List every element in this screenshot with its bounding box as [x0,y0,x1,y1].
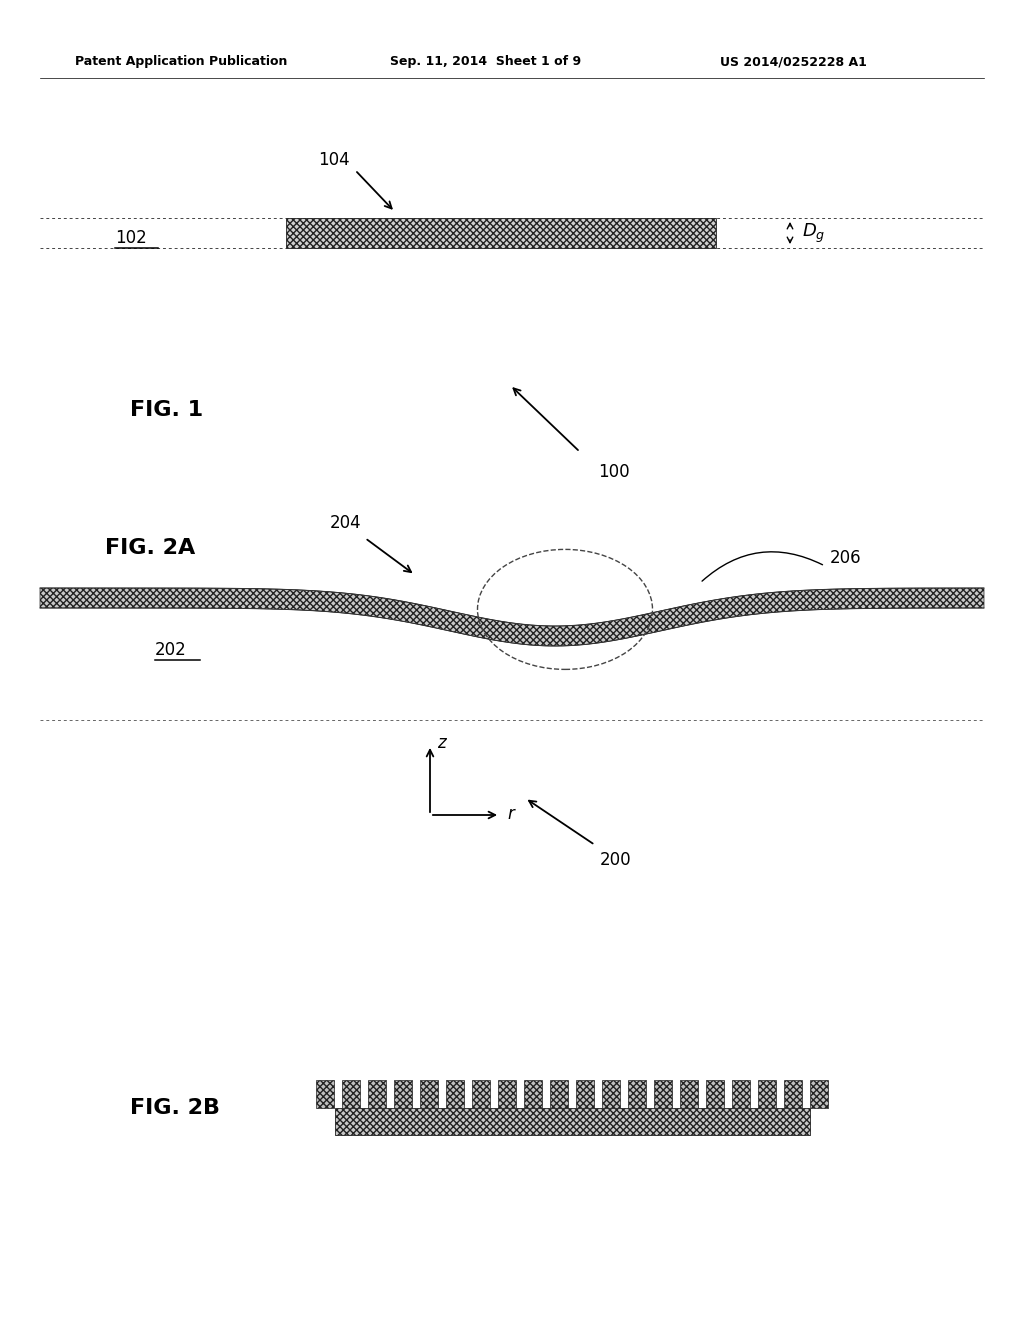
Polygon shape [40,587,984,645]
Bar [550,1080,568,1107]
Bar [420,1080,438,1107]
Bar [758,1080,776,1107]
Bar [498,1080,516,1107]
Text: z: z [437,734,445,752]
Bar [316,1080,334,1107]
Bar [628,1080,646,1107]
Text: FIG. 1: FIG. 1 [130,400,203,420]
Text: 102: 102 [115,228,146,247]
Bar [602,1080,620,1107]
Text: 104: 104 [318,150,349,169]
Bar [472,1080,490,1107]
Bar [394,1080,412,1107]
Text: 206: 206 [830,549,861,568]
Text: $D_g$: $D_g$ [802,222,825,244]
Text: 200: 200 [600,851,632,869]
Bar [335,1107,810,1135]
Bar [368,1080,386,1107]
Bar [286,218,716,248]
Bar [524,1080,542,1107]
Text: FIG. 2B: FIG. 2B [130,1098,220,1118]
Bar [654,1080,672,1107]
Bar [575,1080,594,1107]
Bar [342,1080,360,1107]
Text: Patent Application Publication: Patent Application Publication [75,55,288,69]
Bar [784,1080,802,1107]
Text: r: r [507,805,514,822]
Text: Sep. 11, 2014  Sheet 1 of 9: Sep. 11, 2014 Sheet 1 of 9 [390,55,582,69]
Text: 204: 204 [330,513,361,532]
Bar [732,1080,750,1107]
Bar [810,1080,828,1107]
Bar [706,1080,724,1107]
Text: US 2014/0252228 A1: US 2014/0252228 A1 [720,55,867,69]
Bar [446,1080,464,1107]
Text: 202: 202 [155,642,186,659]
Text: FIG. 2A: FIG. 2A [105,539,196,558]
Text: 100: 100 [598,463,630,480]
Bar [680,1080,698,1107]
